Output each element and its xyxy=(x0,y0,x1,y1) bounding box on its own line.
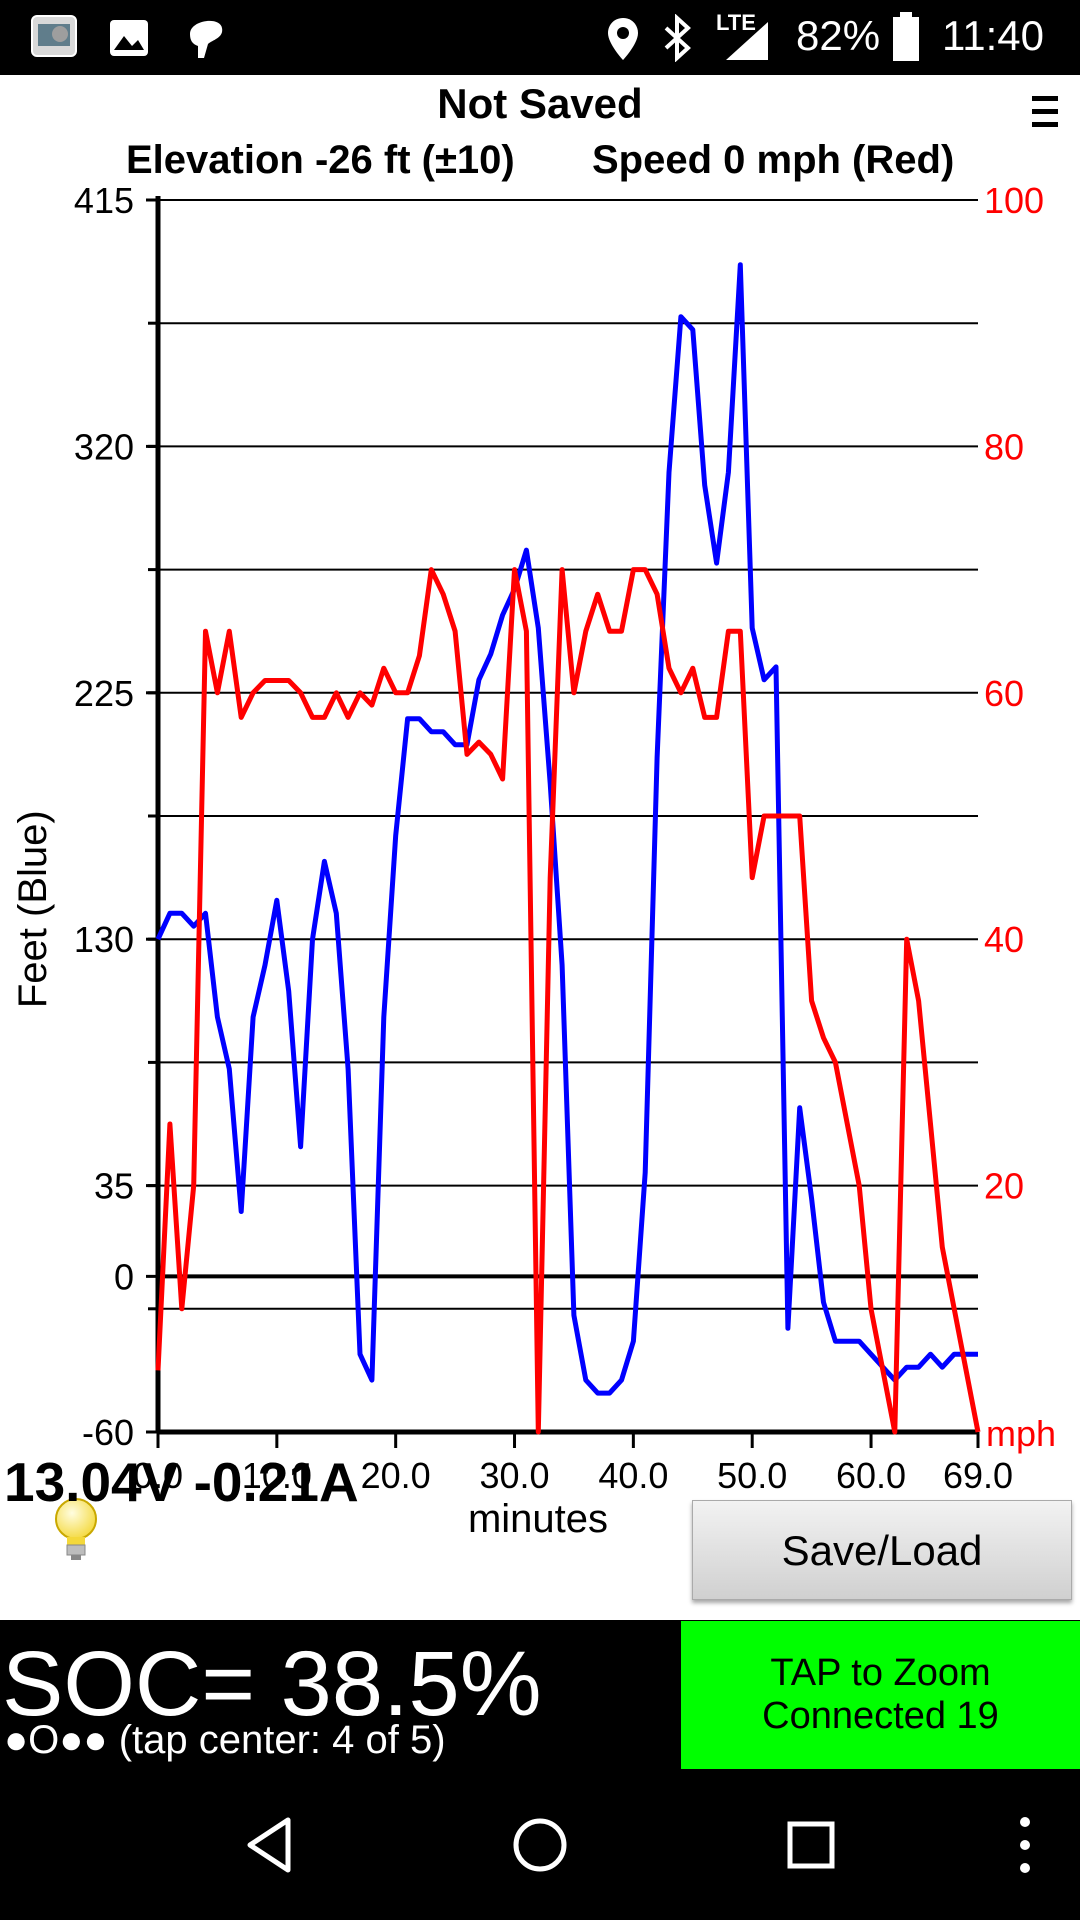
speed-readout: Speed 0 mph (Red) xyxy=(592,138,955,182)
page-title: Not Saved xyxy=(437,80,643,127)
app-icon xyxy=(31,15,77,57)
elevation-series-line xyxy=(155,262,978,1396)
soc-value: SOC= 38.5% xyxy=(2,1633,542,1735)
y-tick-label: -60 xyxy=(82,1412,134,1453)
connection-status: Connected 19 xyxy=(762,1695,999,1737)
clock: 11:40 xyxy=(942,12,1044,59)
battery-icon xyxy=(893,12,919,61)
back-icon[interactable] xyxy=(240,1810,300,1880)
y-axis-label: Feet (Blue) xyxy=(11,810,55,1008)
x-tick-label: 60.0 xyxy=(836,1455,906,1496)
navigation-bar xyxy=(0,1780,1080,1920)
lte-signal-icon xyxy=(726,22,768,60)
y-tick-label: 35 xyxy=(94,1166,134,1207)
y2-tick-label: 40 xyxy=(984,919,1024,960)
y-tick-label: 320 xyxy=(74,426,134,467)
home-icon[interactable] xyxy=(505,1810,575,1880)
elevation-speed-chart[interactable]: 415 320 225 130 35 0 -60 100 80 60 40 20 mph 0.0 10.0 2… xyxy=(0,170,1080,1540)
x-tick-label: 50.0 xyxy=(717,1455,787,1496)
bluetooth-icon xyxy=(664,14,691,62)
x-tick-label: 0.0 xyxy=(133,1455,183,1496)
y2-tick-label: 100 xyxy=(984,180,1044,221)
y2-tick-label: 20 xyxy=(984,1166,1024,1207)
zoom-label: TAP to Zoom xyxy=(770,1652,991,1694)
image-icon xyxy=(110,20,148,56)
x-tick-label: 69.0 xyxy=(943,1455,1013,1496)
x-tick-label: 20.0 xyxy=(361,1455,431,1496)
x-tick-label: 10.0 xyxy=(242,1455,312,1496)
recents-icon[interactable] xyxy=(778,1810,844,1880)
x-tick-label: 40.0 xyxy=(598,1455,668,1496)
menu-icon[interactable] xyxy=(1032,96,1058,130)
lightbulb-icon xyxy=(55,1498,97,1560)
y-tick-label: 225 xyxy=(74,673,134,714)
elevation-readout: Elevation -26 ft (±10) xyxy=(126,138,515,182)
location-icon xyxy=(608,18,638,60)
y2-tick-label: 60 xyxy=(984,673,1024,714)
x-tick-label: 30.0 xyxy=(479,1455,549,1496)
speed-series-line xyxy=(155,567,981,1435)
y-tick-label: 130 xyxy=(74,919,134,960)
tap-to-zoom-button[interactable]: TAP to Zoom Connected 19 xyxy=(681,1621,1080,1769)
save-load-button[interactable]: Save/Load xyxy=(692,1500,1072,1600)
more-icon[interactable] xyxy=(1010,1810,1040,1880)
notification-icon xyxy=(190,20,223,59)
status-bar: LTE 82% 11:40 xyxy=(0,0,1080,75)
y-tick-label: 415 xyxy=(74,180,134,221)
y-tick-label: 0 xyxy=(114,1256,134,1297)
y2-tick-label: 80 xyxy=(984,426,1024,467)
x-axis-label: minutes xyxy=(468,1497,608,1540)
y2-axis-label: mph xyxy=(986,1413,1056,1454)
network-type: LTE xyxy=(716,10,756,35)
soc-page-indicator: ●O●● (tap center: 4 of 5) xyxy=(4,1718,446,1762)
voltage-current-readout: 13.04V -0.21A xyxy=(4,1451,359,1513)
battery-percent: 82% xyxy=(796,12,881,59)
